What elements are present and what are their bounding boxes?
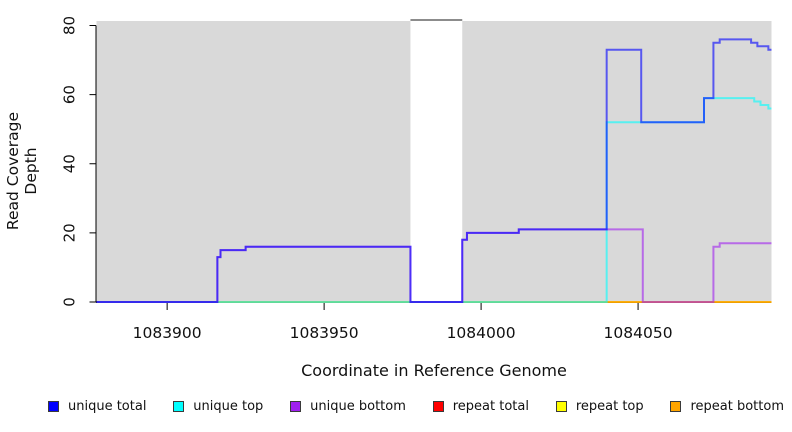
legend-item-unique-bottom: unique bottom [290, 399, 406, 414]
y-tick-label: 80 [61, 16, 79, 35]
x-axis-title: Coordinate in Reference Genome [301, 361, 567, 380]
legend-label-repeat-top: repeat top [575, 399, 644, 414]
legend-swatch-unique-bottom [290, 401, 302, 412]
legend-item-unique-total: unique total [48, 399, 146, 414]
coverage-gap-band [410, 19, 463, 302]
legend-item-repeat-total: repeat total [432, 399, 529, 414]
legend: unique total unique top unique bottom re… [48, 399, 784, 414]
legend-label-repeat-total: repeat total [452, 399, 529, 414]
x-tick-label: 1083950 [290, 324, 359, 342]
y-tick-label: 40 [61, 154, 79, 173]
series-unique-total [96, 38, 772, 303]
legend-item-repeat-bottom: repeat bottom [670, 399, 784, 414]
legend-swatch-unique-total [48, 401, 59, 412]
x-tick-label: 1083900 [133, 324, 202, 342]
y-tick-label: 60 [61, 85, 79, 104]
y-tick-label: 0 [61, 297, 79, 307]
y-tick-label: 20 [61, 223, 79, 242]
legend-swatch-unique-top [173, 401, 185, 412]
legend-swatch-repeat-top [555, 401, 567, 412]
legend-swatch-repeat-total [432, 401, 444, 412]
legend-label-unique-bottom: unique bottom [310, 399, 406, 414]
legend-label-unique-top: unique top [193, 399, 264, 414]
legend-item-repeat-top: repeat top [555, 399, 644, 414]
legend-swatch-repeat-bottom [670, 401, 682, 412]
x-tick-label: 1084000 [447, 324, 516, 342]
legend-label-unique-total: unique total [68, 399, 147, 414]
legend-item-unique-top: unique top [173, 399, 263, 414]
x-tick-label: 1084050 [604, 324, 673, 342]
legend-label-repeat-bottom: repeat bottom [690, 399, 784, 414]
